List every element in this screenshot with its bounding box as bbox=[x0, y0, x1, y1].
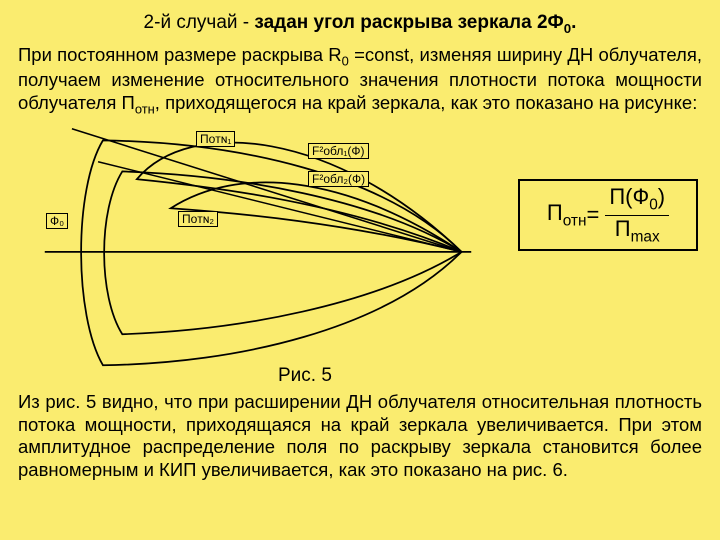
formula-box: Потн = П(Ф0) Пmax bbox=[518, 179, 698, 251]
title-pre: 2-й случай - bbox=[144, 12, 255, 33]
formula-eq: = bbox=[586, 202, 599, 228]
title-post: . bbox=[571, 12, 576, 33]
label-potn1: Пᴏᴛɴ₁ bbox=[196, 131, 235, 147]
paragraph-1: При постоянном размере раскрыва R0 =cons… bbox=[18, 44, 702, 118]
title-bold: задан угол раскрыва зеркала 2Ф bbox=[254, 12, 563, 33]
figure-caption: Рис. 5 bbox=[278, 365, 332, 387]
antenna-diagram bbox=[38, 121, 478, 373]
formula-fraction: П(Ф0) Пmax bbox=[605, 184, 669, 246]
formula-lhs: Потн bbox=[547, 200, 587, 230]
mirror-outer bbox=[81, 141, 461, 366]
label-f1: F²ᴏбл₁(Ф) bbox=[308, 143, 369, 159]
label-potn2: Пᴏᴛɴ₂ bbox=[178, 211, 218, 227]
label-f2: F²ᴏбл₂(Ф) bbox=[308, 171, 369, 187]
label-phi0: Ф₀ bbox=[46, 213, 68, 229]
p1-a: При постоянном размере раскрыва R bbox=[18, 44, 342, 65]
page-title: 2-й случай - задан угол раскрыва зеркала… bbox=[18, 12, 702, 36]
ray-1 bbox=[72, 129, 462, 252]
formula-den: Пmax bbox=[611, 216, 664, 246]
p1-c: , приходящегося на край зеркала, как это… bbox=[155, 92, 698, 113]
p1-sub1: 0 bbox=[342, 53, 349, 68]
formula-num: П(Ф0) bbox=[605, 184, 669, 215]
p1-sub2: отн bbox=[135, 102, 155, 117]
lobe-1 bbox=[137, 143, 462, 252]
figure-area: Ф₀ Пᴏᴛɴ₁ Пᴏᴛɴ₂ F²ᴏбл₁(Ф) F²ᴏбл₂(Ф) Потн … bbox=[18, 121, 702, 391]
paragraph-2: Из рис. 5 видно, что при расширении ДН о… bbox=[18, 391, 702, 481]
